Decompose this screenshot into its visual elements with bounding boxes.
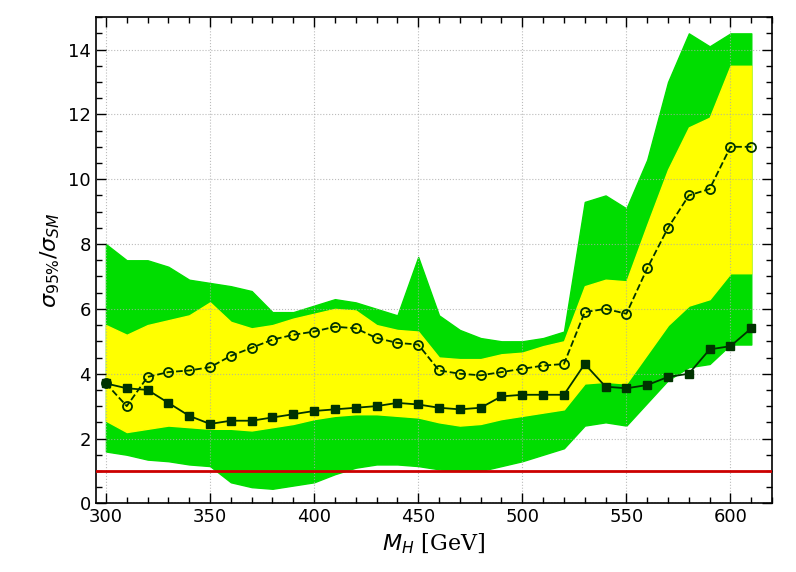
- Y-axis label: $\sigma_{95\%}/\sigma_{SM}$: $\sigma_{95\%}/\sigma_{SM}$: [39, 212, 62, 308]
- X-axis label: $M_{H}$ [GeV]: $M_{H}$ [GeV]: [382, 532, 486, 556]
